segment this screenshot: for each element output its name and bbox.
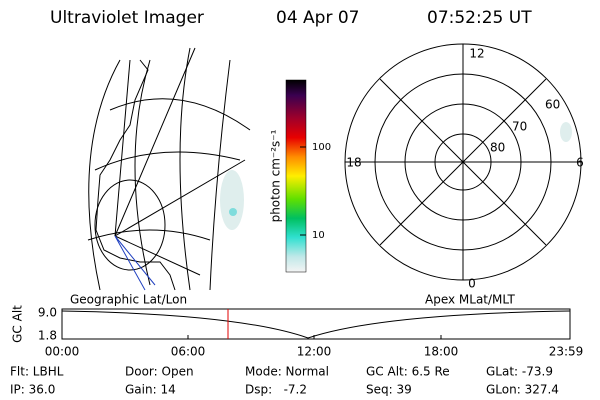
x-tick-label: 23:59 [549, 345, 584, 359]
x-tick-label: 06:00 [171, 345, 206, 359]
footer-field: IP: 36.0 [10, 383, 55, 397]
footer-field: Flt: LBHL [10, 365, 64, 379]
y-tick-label: 9.0 [38, 306, 57, 320]
mlt-label: 18 [346, 156, 361, 170]
footer-field: GC Alt: 6.5 Re [366, 365, 450, 379]
lat-label: 60 [545, 98, 560, 112]
date: 04 Apr 07 [276, 8, 359, 28]
colorbar: 100 10 photon cm⁻²s⁻¹ [269, 79, 331, 273]
panel-caption: Apex MLat/MLT [425, 293, 515, 307]
polar-plot: 12 18 6 0 60 70 80 [344, 43, 584, 291]
x-tick-label: 12:00 [297, 345, 332, 359]
footer: Flt: LBHL IP: 36.0 Door: Open Gain: 14 M… [10, 365, 559, 397]
footer-field: GLat: -73.9 [486, 365, 553, 379]
panel-caption: Geographic Lat/Lon [70, 293, 187, 307]
y-axis-label: GC Alt [11, 305, 25, 343]
lat-label: 70 [512, 120, 527, 134]
footer-field: Mode: Normal [245, 365, 329, 379]
colorbar-tick: 10 [312, 230, 325, 241]
footer-field: Dsp: -7.2 [245, 383, 307, 397]
mlt-label: 12 [469, 47, 484, 61]
footer-field: Seq: 39 [366, 383, 412, 397]
time: 07:52:25 UT [427, 8, 532, 28]
footer-field: Gain: 14 [125, 383, 176, 397]
footer-field: Door: Open [125, 365, 194, 379]
y-tick-label: 1.8 [38, 329, 57, 343]
mlt-label: 0 [468, 277, 476, 291]
title: Ultraviolet Imager [50, 8, 204, 28]
colorbar-tick: 100 [312, 142, 331, 153]
lat-label: 80 [490, 141, 505, 155]
x-tick-label: 00:00 [45, 345, 80, 359]
geographic-map [87, 47, 251, 291]
colorbar-label: photon cm⁻²s⁻¹ [269, 129, 283, 222]
footer-field: GLon: 327.4 [486, 383, 559, 397]
altitude-plot: GC Alt 9.0 1.8 00:00 06:00 12:00 18:00 2… [11, 305, 584, 359]
x-tick-label: 18:00 [424, 345, 459, 359]
mlt-label: 6 [576, 156, 584, 170]
